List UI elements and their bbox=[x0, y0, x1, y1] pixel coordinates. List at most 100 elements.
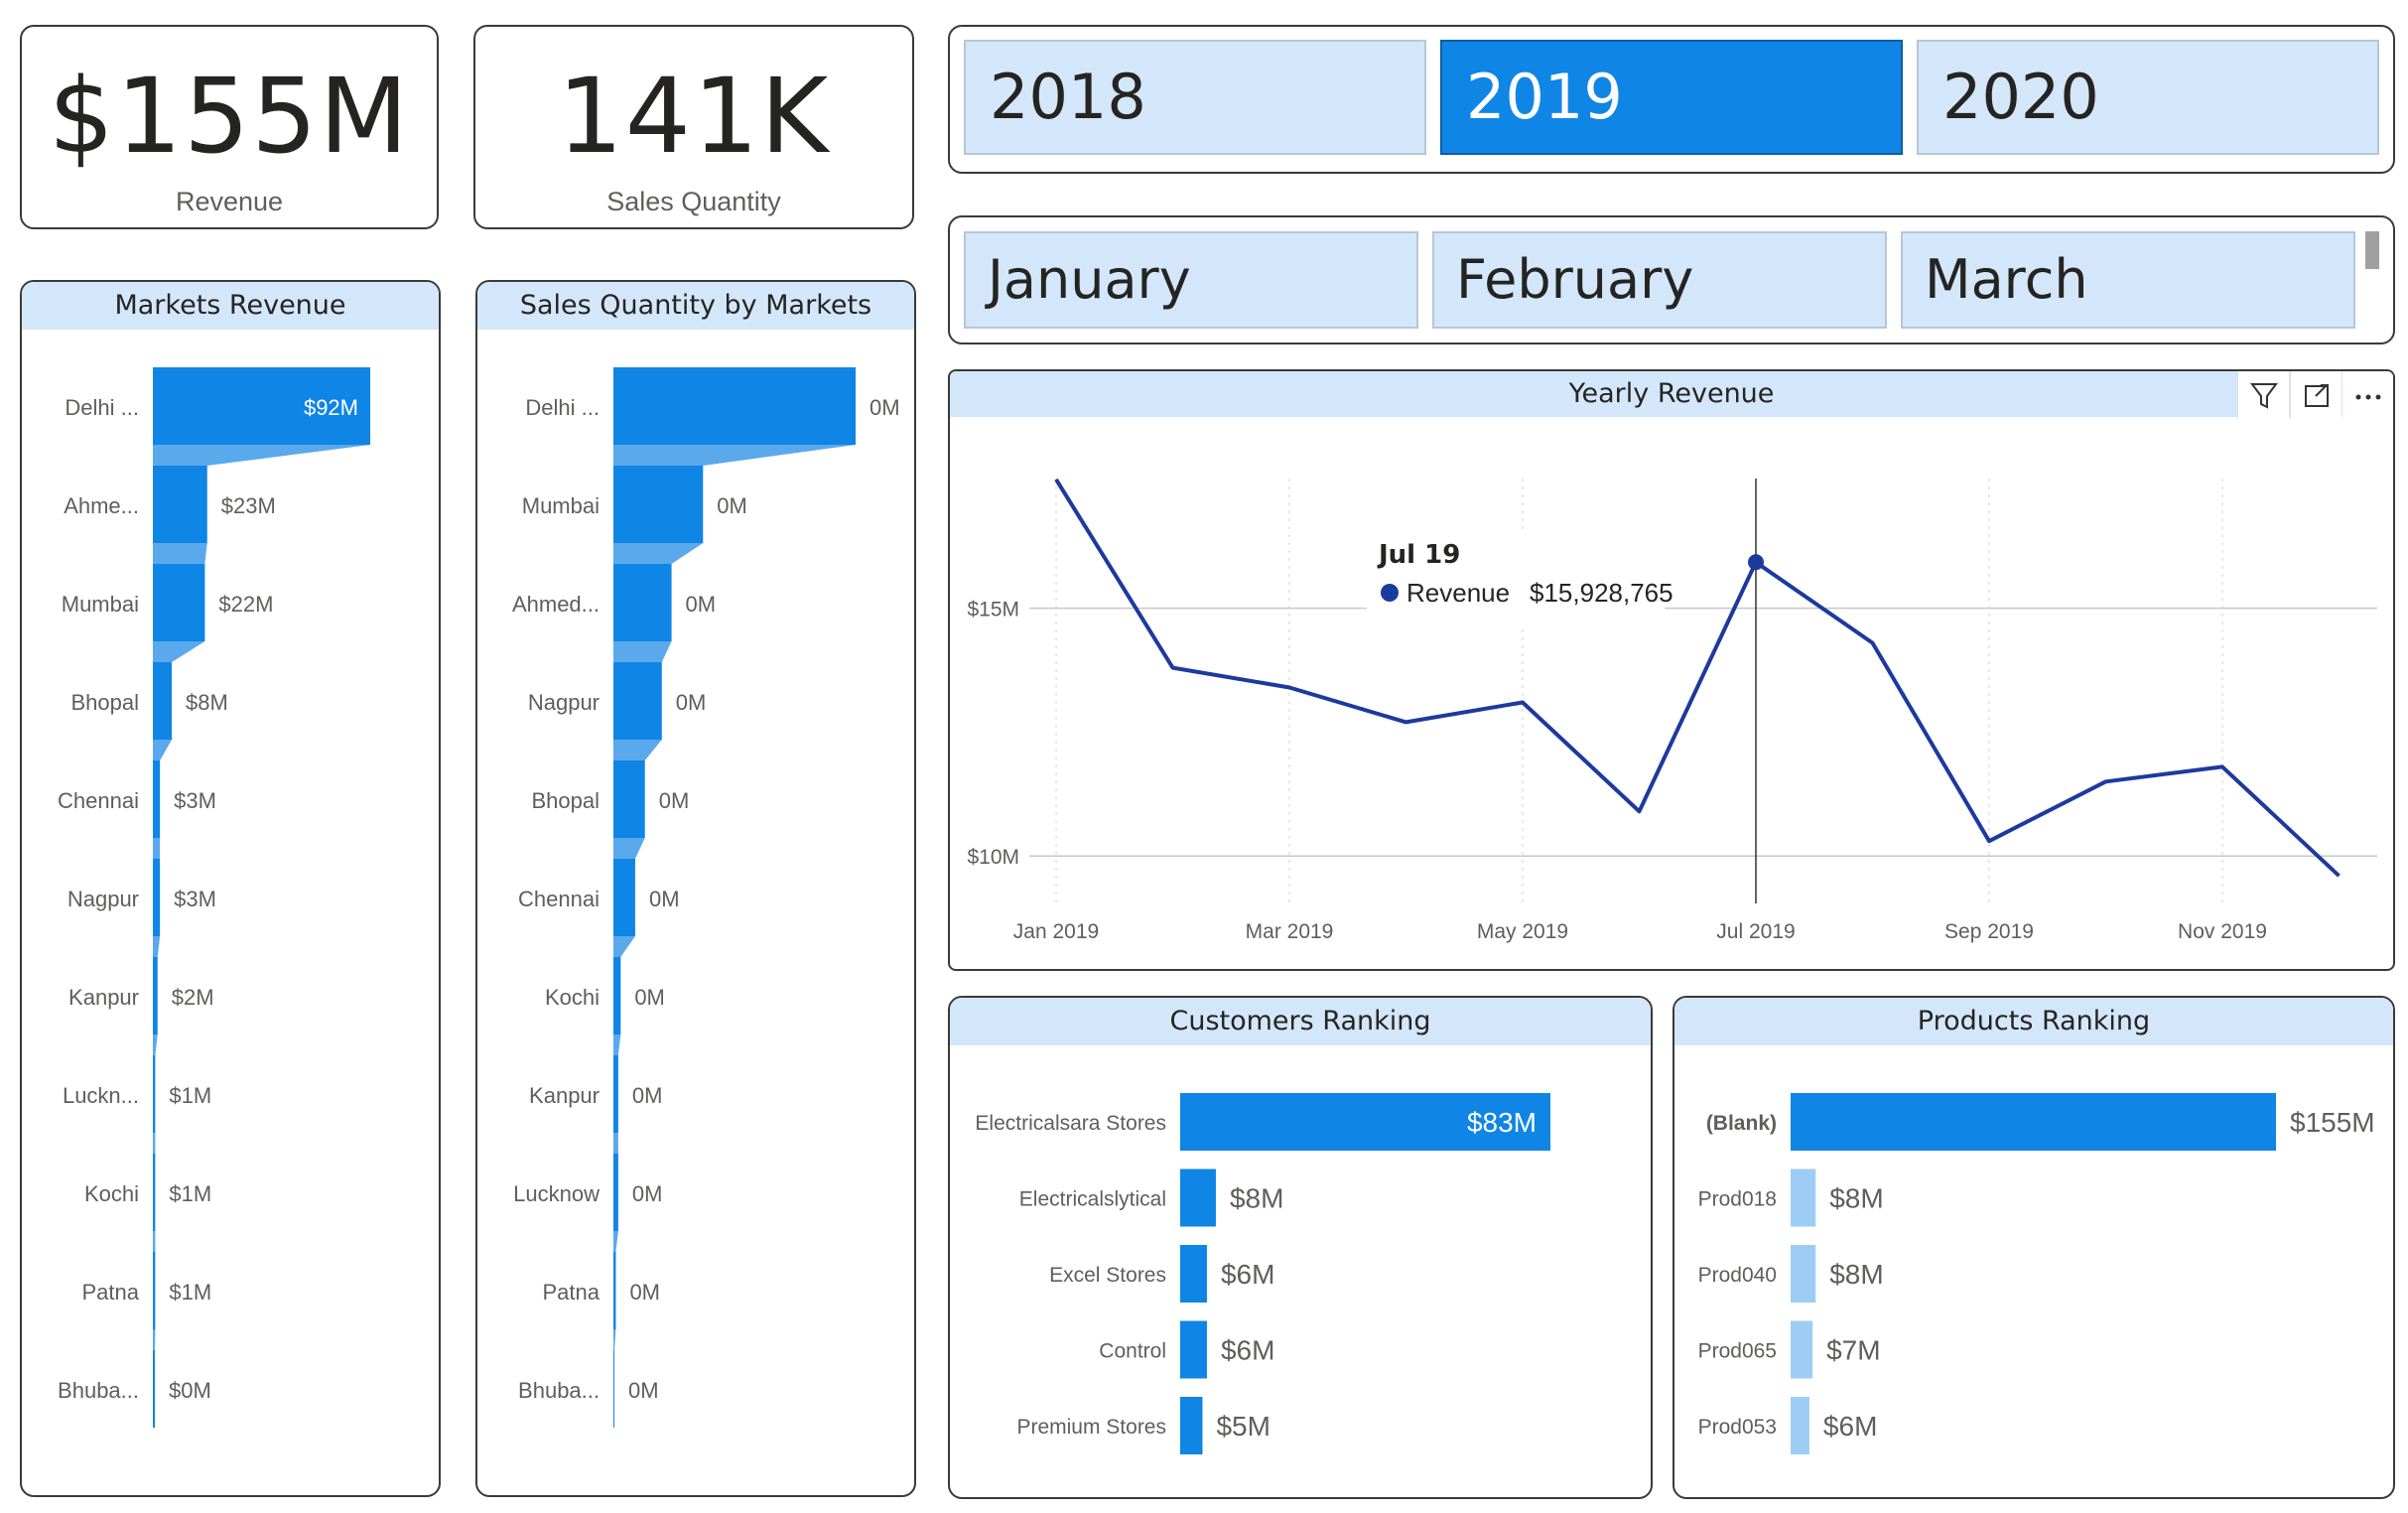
more-options-icon[interactable] bbox=[2342, 371, 2393, 419]
data-label: $83M bbox=[1467, 1107, 1537, 1138]
bar[interactable] bbox=[153, 1055, 156, 1133]
bar[interactable] bbox=[1791, 1169, 1816, 1227]
funnel-connector bbox=[153, 740, 173, 760]
month-option-march[interactable]: March bbox=[1901, 231, 2355, 329]
tooltip-value: $15,928,765 bbox=[1530, 578, 1673, 608]
category-label: Bhopal bbox=[531, 788, 600, 813]
bar[interactable] bbox=[153, 564, 205, 641]
funnel-connector bbox=[153, 641, 205, 662]
data-label: $8M bbox=[186, 690, 228, 715]
category-label: Electricalslytical bbox=[1019, 1188, 1166, 1211]
bar[interactable] bbox=[1180, 1093, 1550, 1151]
category-label: Chennai bbox=[518, 887, 600, 911]
x-tick-label: Jan 2019 bbox=[1013, 920, 1099, 943]
data-label: $6M bbox=[1221, 1259, 1274, 1290]
bar[interactable] bbox=[1180, 1397, 1203, 1454]
bar[interactable] bbox=[613, 367, 856, 445]
category-label: Delhi ... bbox=[525, 395, 600, 420]
data-label: $6M bbox=[1823, 1411, 1877, 1442]
data-label: $2M bbox=[172, 985, 214, 1010]
year-option-2020[interactable]: 2020 bbox=[1917, 40, 2379, 155]
data-label: $6M bbox=[1221, 1335, 1274, 1366]
category-label: Chennai bbox=[58, 788, 139, 813]
month-slicer: January February March bbox=[948, 215, 2395, 344]
funnel-connector bbox=[613, 1329, 616, 1350]
x-tick-label: Mar 2019 bbox=[1246, 920, 1334, 943]
data-label: $8M bbox=[1230, 1183, 1283, 1214]
funnel-connector bbox=[153, 1133, 156, 1154]
funnel-connector bbox=[153, 1329, 156, 1350]
bar[interactable] bbox=[153, 662, 173, 740]
hover-point[interactable] bbox=[1748, 554, 1764, 571]
y-tick-label: $15M bbox=[967, 599, 1019, 621]
slicer-scrollbar[interactable] bbox=[2365, 231, 2379, 269]
bar[interactable] bbox=[1791, 1320, 1813, 1379]
category-label: Kochi bbox=[545, 985, 600, 1010]
category-label: (Blank) bbox=[1706, 1112, 1777, 1135]
yearly-revenue-card: Yearly Revenue $10M $15M Jan 2019 Mar 2019 M… bbox=[948, 369, 2395, 971]
data-label: $155M bbox=[2290, 1107, 2375, 1138]
sales-quantity-kpi-label: Sales Quantity bbox=[606, 187, 781, 216]
bar[interactable] bbox=[613, 1350, 614, 1428]
x-tick-label: Jul 2019 bbox=[1716, 920, 1795, 943]
bar[interactable] bbox=[1791, 1245, 1816, 1303]
category-label: Bhuba... bbox=[58, 1378, 139, 1403]
focus-mode-icon[interactable] bbox=[2290, 371, 2341, 419]
funnel-connector bbox=[613, 543, 704, 564]
bar[interactable] bbox=[153, 760, 161, 838]
bar[interactable] bbox=[1180, 1169, 1216, 1227]
bar[interactable] bbox=[153, 957, 158, 1034]
funnel-connector bbox=[153, 445, 370, 466]
revenue-kpi-card: $155M Revenue bbox=[20, 25, 439, 229]
revenue-series-line[interactable] bbox=[1054, 478, 2341, 878]
funnel-connector bbox=[153, 1034, 158, 1055]
filter-icon[interactable] bbox=[2237, 371, 2289, 419]
category-label: Prod018 bbox=[1698, 1188, 1777, 1211]
category-label: Luckn... bbox=[63, 1083, 139, 1108]
bar[interactable] bbox=[613, 957, 621, 1034]
bar[interactable] bbox=[613, 859, 635, 936]
bar[interactable] bbox=[153, 859, 161, 936]
bar[interactable] bbox=[613, 760, 645, 838]
bar[interactable] bbox=[1180, 1245, 1207, 1303]
revenue-kpi-label: Revenue bbox=[175, 187, 284, 216]
bar[interactable] bbox=[1791, 1093, 2276, 1151]
bar[interactable] bbox=[613, 1055, 618, 1133]
markets-revenue-title: Markets Revenue bbox=[22, 282, 439, 330]
category-label: Prod065 bbox=[1698, 1340, 1777, 1363]
funnel-connector bbox=[613, 445, 856, 466]
tooltip-series-name: Revenue bbox=[1406, 578, 1511, 608]
category-label: Bhuba... bbox=[518, 1378, 600, 1403]
category-label: Bhopal bbox=[70, 690, 139, 715]
month-option-january[interactable]: January bbox=[964, 231, 1418, 329]
bar[interactable] bbox=[153, 1252, 156, 1329]
bar[interactable] bbox=[613, 466, 704, 543]
bar[interactable] bbox=[153, 367, 370, 445]
yearly-revenue-chart[interactable]: $10M $15M Jan 2019 Mar 2019 May 2019 Jul 2019… bbox=[950, 419, 2393, 971]
bar[interactable] bbox=[153, 1154, 156, 1231]
revenue-kpi-value: $155M bbox=[48, 56, 411, 177]
x-tick-label: May 2019 bbox=[1477, 920, 1568, 943]
data-label: 0M bbox=[870, 395, 900, 420]
funnel-connector bbox=[613, 936, 635, 957]
category-label: Lucknow bbox=[513, 1181, 600, 1206]
bar[interactable] bbox=[153, 466, 207, 543]
category-label: Delhi ... bbox=[65, 395, 139, 420]
bar[interactable] bbox=[153, 1350, 155, 1428]
tooltip-title: Jul 19 bbox=[1379, 540, 1461, 570]
funnel-connector bbox=[613, 1231, 618, 1252]
bar[interactable] bbox=[1791, 1397, 1809, 1454]
bar[interactable] bbox=[613, 1252, 616, 1329]
year-option-2019[interactable]: 2019 bbox=[1440, 40, 1903, 155]
year-option-2018[interactable]: 2018 bbox=[964, 40, 1426, 155]
bar[interactable] bbox=[613, 662, 662, 740]
month-option-february[interactable]: February bbox=[1432, 231, 1887, 329]
bar[interactable] bbox=[613, 564, 672, 641]
bar[interactable] bbox=[1180, 1320, 1207, 1379]
category-label: Ahme... bbox=[64, 493, 139, 518]
data-label: 0M bbox=[659, 788, 690, 813]
bar[interactable] bbox=[613, 1154, 618, 1231]
y-tick-label: $10M bbox=[967, 846, 1019, 869]
data-label: $1M bbox=[169, 1280, 211, 1305]
sales-quantity-markets-card: Sales Quantity by Markets Delhi ... 0M Mum… bbox=[475, 280, 916, 1497]
